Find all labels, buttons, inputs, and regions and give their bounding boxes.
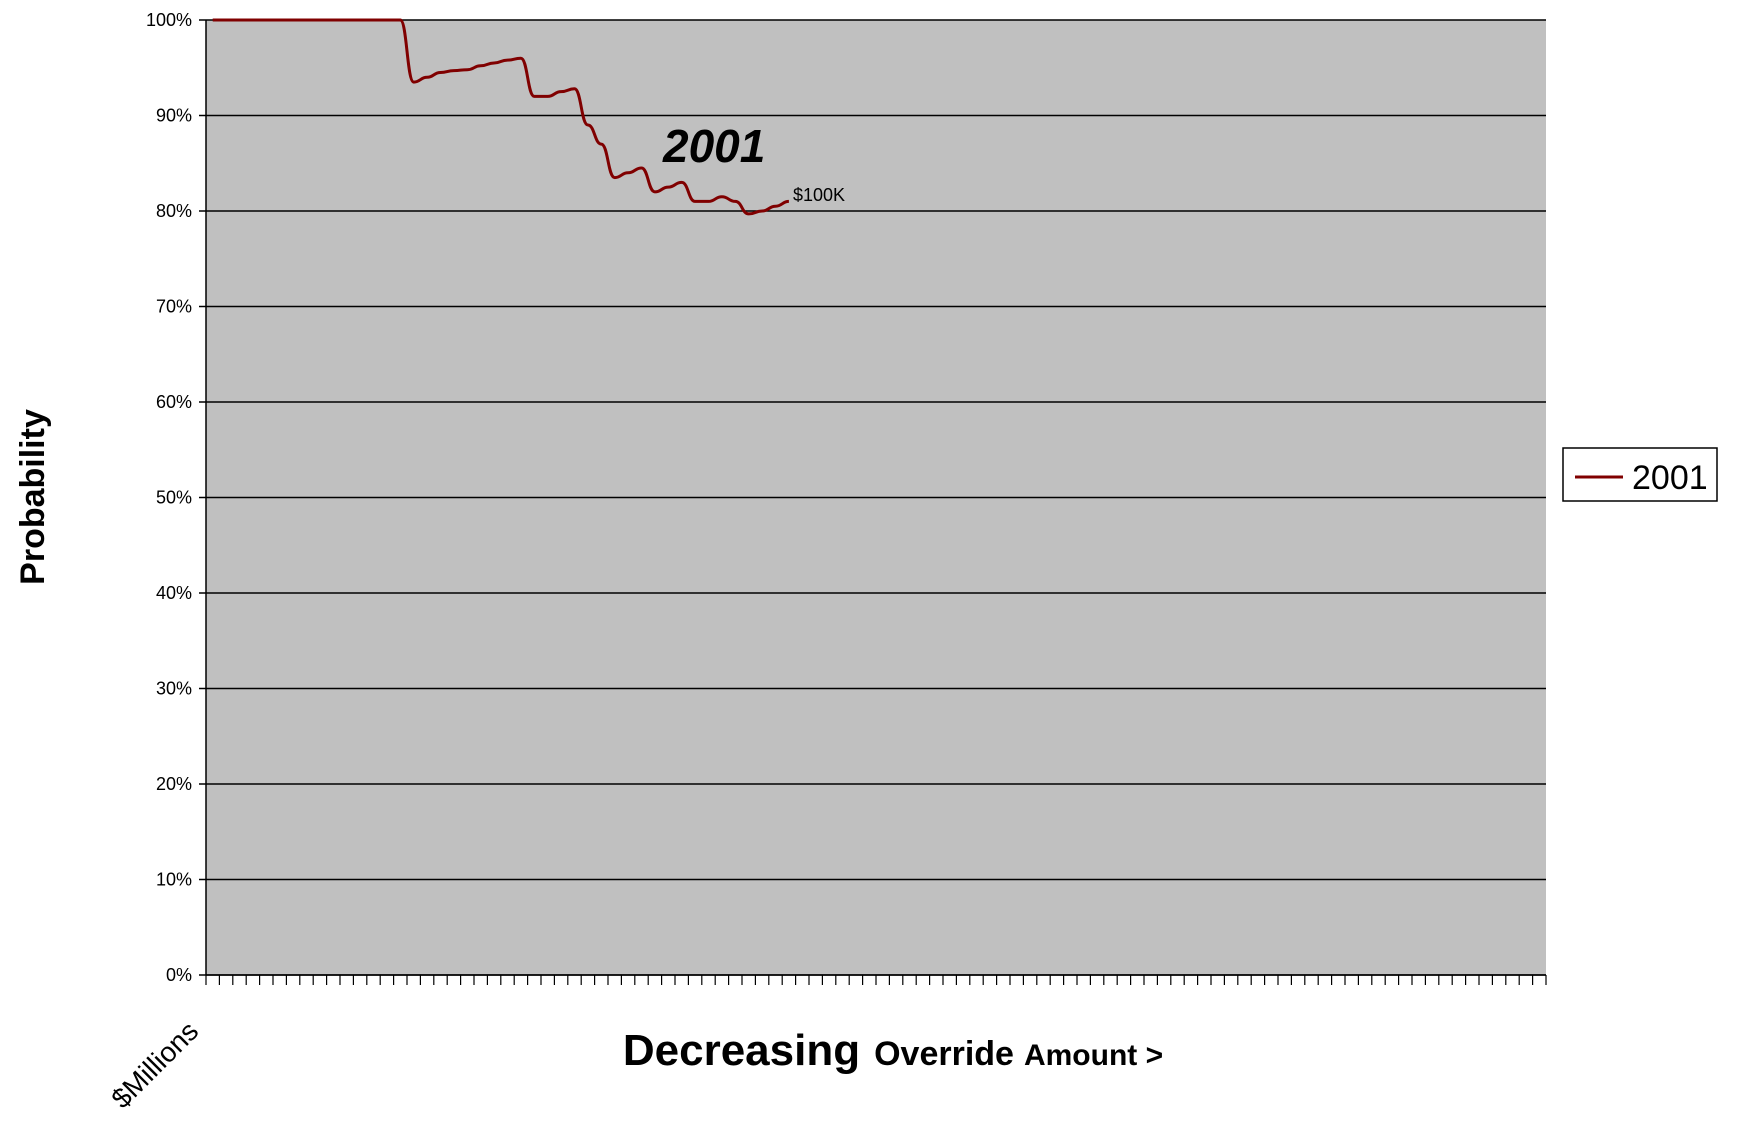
legend-label: 2001 [1632, 459, 1708, 497]
y-axis-ticks: 0% 10% 20% 30% 40% 50% 60% 70% 80% 90% 100% [146, 10, 206, 985]
y-tick-label: 0% [166, 965, 192, 985]
legend-box [1562, 447, 1718, 502]
x-axis-ticks [205, 975, 1547, 985]
y-tick-label: 50% [156, 488, 192, 508]
y-tick-label: 60% [156, 392, 192, 412]
x-axis-label-part1: Decreasing [623, 1026, 860, 1075]
end-point-annotation: $100K [793, 185, 845, 205]
y-tick-label: 10% [156, 870, 192, 890]
x-axis-label-part2: Override [874, 1035, 1014, 1073]
x-axis-label: Decreasing Override Amount > [623, 1026, 1163, 1075]
y-tick-label: 20% [156, 774, 192, 794]
y-tick-label: 80% [156, 201, 192, 221]
y-tick-label: 40% [156, 583, 192, 603]
x-axis-label-part3: Amount > [1024, 1039, 1163, 1072]
y-axis-label: Probability [14, 409, 52, 585]
legend: 2001 [1562, 447, 1718, 502]
series-line-2001 [212, 18, 790, 216]
x-axis-start-label: $Millions [105, 1015, 204, 1114]
y-tick-label: 30% [156, 679, 192, 699]
y-tick-label: 100% [146, 10, 192, 30]
series-annotation: 2001 [662, 120, 765, 172]
y-tick-label: 70% [156, 297, 192, 317]
gridlines [206, 19, 1546, 976]
y-tick-label: 90% [156, 106, 192, 126]
series-lines [212, 18, 790, 216]
